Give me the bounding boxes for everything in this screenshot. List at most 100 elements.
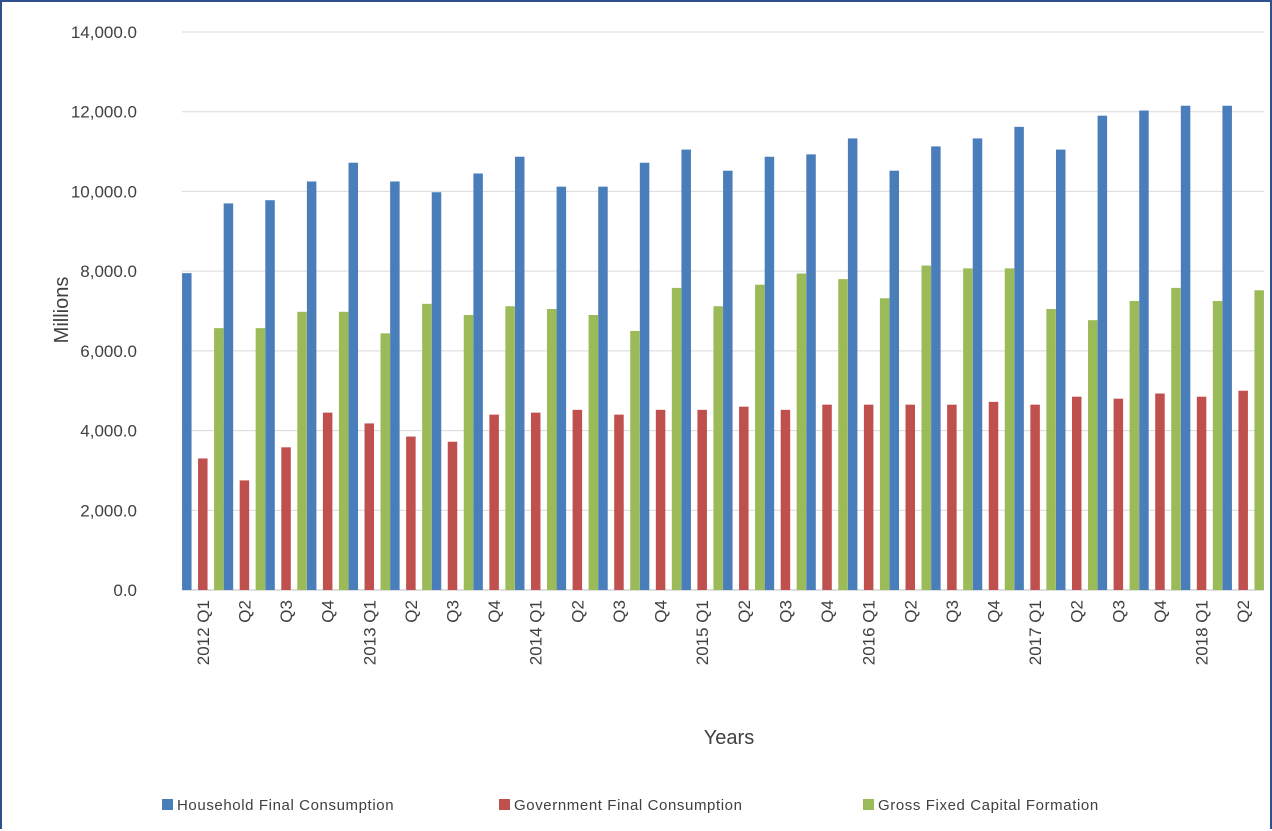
legend-label: Gross Fixed Capital Formation: [878, 797, 1099, 814]
bar-gross-fixed-capital-formation: [879, 298, 890, 590]
bar-government-final-consumption: [947, 404, 957, 590]
bar-gross-fixed-capital-formation: [838, 279, 848, 590]
y-tick-label: 6,000.0: [80, 342, 137, 361]
x-tick-label: Q2: [901, 600, 920, 623]
x-tick-label: Q3: [1109, 600, 1128, 623]
gridlines: [182, 31, 1264, 591]
bar-government-final-consumption: [1113, 398, 1124, 590]
bar-gross-fixed-capital-formation: [630, 330, 640, 590]
bar-gross-fixed-capital-formation: [1254, 290, 1264, 590]
bar-household-final-consumption: [514, 156, 525, 590]
bar-government-final-consumption: [572, 409, 583, 590]
bar-gross-fixed-capital-formation: [588, 314, 599, 590]
x-tick-label: Q3: [277, 600, 296, 623]
bar-household-final-consumption: [1180, 105, 1191, 590]
y-tick-label: 12,000.0: [71, 103, 137, 122]
x-tick-label: Q4: [1151, 600, 1170, 623]
bars: [182, 105, 1264, 591]
bar-government-final-consumption: [655, 409, 666, 590]
x-tick-label: Q2: [1234, 600, 1253, 623]
x-tick-label: 2012 Q1: [194, 600, 213, 665]
bar-household-final-consumption: [390, 181, 400, 590]
bar-household-final-consumption: [889, 170, 900, 590]
bar-household-final-consumption: [1222, 105, 1232, 590]
x-tick-label: 2013 Q1: [360, 600, 379, 665]
y-tick-label: 4,000.0: [80, 422, 137, 441]
bar-household-final-consumption: [1055, 149, 1066, 591]
x-tick-label: Q4: [485, 600, 504, 623]
bar-government-final-consumption: [988, 401, 999, 590]
bar-household-final-consumption: [348, 162, 359, 590]
bar-household-final-consumption: [556, 186, 567, 590]
bar-gross-fixed-capital-formation: [1004, 268, 1015, 590]
legend: Household Final Consumption Government Fi…: [162, 797, 1099, 814]
bar-government-final-consumption: [281, 447, 291, 590]
bar-government-final-consumption: [1071, 396, 1082, 590]
bar-government-final-consumption: [905, 404, 916, 590]
bar-government-final-consumption: [697, 409, 707, 590]
bar-government-final-consumption: [780, 409, 791, 590]
bar-gross-fixed-capital-formation: [505, 306, 515, 590]
bar-gross-fixed-capital-formation: [422, 303, 432, 590]
bar-government-final-consumption: [822, 404, 832, 590]
bar-household-final-consumption: [182, 273, 192, 590]
bar-household-final-consumption: [306, 181, 317, 590]
bar-government-final-consumption: [530, 412, 541, 590]
y-tick-label: 0.0: [113, 581, 137, 600]
bar-gross-fixed-capital-formation: [921, 265, 932, 590]
x-tick-label: Q4: [652, 600, 671, 623]
bar-household-final-consumption: [972, 138, 983, 590]
x-tick-label: Q2: [235, 600, 254, 623]
y-axis-title: Millions: [51, 277, 73, 344]
y-axis-ticks: 0.0 2,000.0 4,000.0 6,000.0 8,000.0 10,000.0 1…: [71, 23, 137, 600]
bar-gross-fixed-capital-formation: [1087, 320, 1098, 590]
bar-gross-fixed-capital-formation: [338, 311, 349, 590]
bar-household-final-consumption: [265, 200, 275, 590]
bar-household-final-consumption: [1139, 110, 1149, 591]
bar-household-final-consumption: [223, 203, 234, 590]
bar-gross-fixed-capital-formation: [380, 333, 391, 590]
bar-gross-fixed-capital-formation: [671, 287, 682, 590]
bar-gross-fixed-capital-formation: [1171, 287, 1181, 590]
legend-label: Household Final Consumption: [177, 797, 394, 814]
bar-household-final-consumption: [598, 186, 608, 590]
x-tick-label: Q3: [776, 600, 795, 623]
bar-gross-fixed-capital-formation: [713, 306, 723, 590]
legend-swatch: [162, 799, 173, 810]
legend-label: Government Final Consumption: [514, 797, 743, 814]
bar-gross-fixed-capital-formation: [1129, 301, 1140, 590]
x-tick-label: Q4: [319, 600, 338, 623]
bar-gross-fixed-capital-formation: [1212, 301, 1223, 590]
bar-household-final-consumption: [723, 170, 733, 590]
x-tick-label: 2014 Q1: [527, 600, 546, 665]
legend-swatch: [863, 799, 874, 810]
bar-government-final-consumption: [406, 436, 416, 590]
bar-gross-fixed-capital-formation: [546, 309, 557, 590]
x-tick-label: Q2: [402, 600, 421, 623]
x-tick-label: Q3: [444, 600, 463, 623]
x-axis-title: Years: [704, 727, 754, 749]
bar-household-final-consumption: [931, 146, 941, 590]
bar-household-final-consumption: [473, 173, 483, 590]
bar-government-final-consumption: [322, 412, 333, 590]
bar-household-final-consumption: [1014, 126, 1024, 591]
bar-gross-fixed-capital-formation: [214, 328, 224, 590]
bar-government-final-consumption: [614, 414, 624, 590]
x-tick-label: Q4: [818, 600, 837, 623]
x-tick-label: Q3: [943, 600, 962, 623]
x-tick-label: 2016 Q1: [860, 600, 879, 665]
bar-household-final-consumption: [681, 149, 691, 591]
x-axis-ticks: 2012 Q1 Q2 Q3 Q4 2013 Q1 Q2 Q3 Q4 2014 Q1 Q2 Q3 Q4 2…: [194, 600, 1253, 665]
bar-gross-fixed-capital-formation: [1046, 309, 1056, 590]
bar-gross-fixed-capital-formation: [297, 311, 307, 590]
x-tick-label: 2017 Q1: [1026, 600, 1045, 665]
bar-household-final-consumption: [806, 154, 816, 590]
bar-government-final-consumption: [1030, 404, 1040, 590]
bar-household-final-consumption: [764, 156, 775, 590]
x-tick-label: Q3: [610, 600, 629, 623]
bar-gross-fixed-capital-formation: [255, 328, 266, 590]
y-tick-label: 14,000.0: [71, 23, 137, 42]
x-tick-label: 2015 Q1: [693, 600, 712, 665]
